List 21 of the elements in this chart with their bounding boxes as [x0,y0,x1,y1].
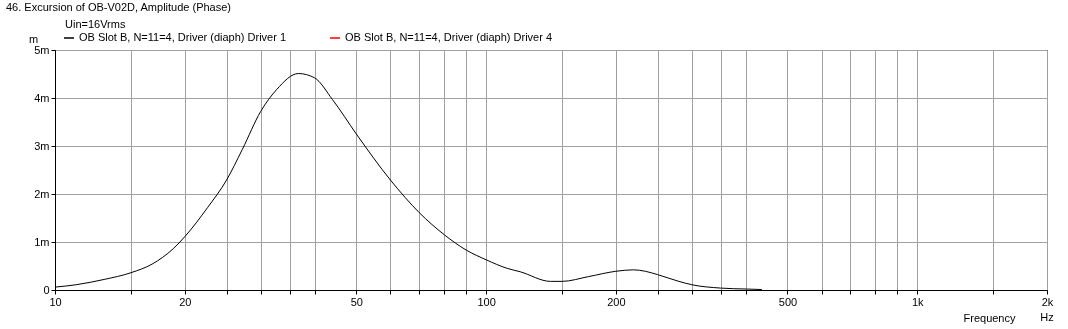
y-axis-title: m [28,32,39,45]
y-tick-label: 2m [34,187,50,200]
text: Uin=16Vrms [65,18,126,30]
legend-label: OB Slot B, N=11=4, Driver (diaph) Driver 1 [79,31,287,43]
chart-title: 46. Excursion of OB-V02D, Amplitude (Phase) [6,1,231,13]
legend-label: OB Slot B, N=11=4, Driver (diaph) Driver 4 [345,31,553,43]
y-tick-label: 3m [34,139,50,152]
x-axis-title: Frequency [963,311,1016,324]
x-tick-label: 20 [179,295,192,308]
x-tick-label: 200 [607,295,626,308]
y-tick-label: 0 [43,283,50,296]
y-tick-label: 4m [34,91,50,104]
x-tick-label: 2k [1041,295,1054,308]
y-tick-label: 1m [34,235,50,248]
x-tick-label: 1k [911,295,925,308]
x-tick-label: 10 [49,295,62,308]
x-tick-label: 100 [477,295,496,308]
x-tick-label: 50 [350,295,363,308]
x-tick-label: 500 [778,295,798,308]
text: Hz [1040,311,1054,323]
y-tick-label: 5m [34,43,50,56]
